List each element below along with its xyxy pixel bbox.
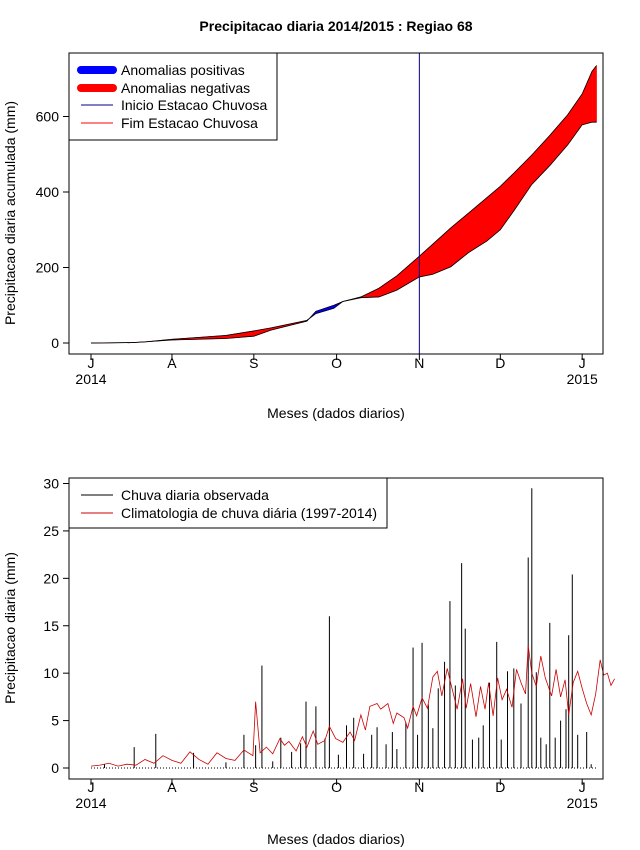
year-label: 2014: [75, 371, 106, 387]
negative-anomaly-area: [500, 172, 515, 231]
y-tick-label: 5: [51, 713, 59, 729]
chart-title: Precipitacao diaria 2014/2015 : Regiao 6…: [199, 18, 472, 34]
legend-label-season-end: Fim Estacao Chuvosa: [121, 115, 258, 131]
x-tick-label: D: [495, 355, 505, 371]
x-tick-label: J: [88, 779, 95, 795]
x-tick-label: J: [579, 355, 586, 371]
y-tick-label: 200: [36, 260, 60, 276]
negative-anomaly-area: [486, 185, 501, 242]
y-tick-label: 0: [51, 335, 59, 351]
x-tick-label: A: [167, 779, 177, 795]
y-tick-label: 0: [51, 760, 59, 776]
y-tick-label: 30: [43, 476, 59, 492]
negative-anomaly-area: [591, 64, 597, 123]
x-axis-label: Meses (dados diarios): [267, 831, 405, 847]
y-axis: 0 200 400 600: [36, 109, 70, 351]
y-axis-label: Precipitacao diaria acumulada (mm): [2, 101, 18, 325]
observed-accumulated-line: [90, 121, 597, 344]
legend-label-season-start: Inicio Estacao Chuvosa: [121, 97, 268, 113]
legend-label-positive: Anomalias positivas: [121, 62, 245, 78]
accumulated-plot-area: [90, 53, 597, 354]
legend-label-negative: Anomalias negativas: [121, 80, 250, 96]
year-label: 2015: [567, 371, 598, 387]
x-tick-label: A: [167, 355, 177, 371]
x-tick-label: J: [88, 355, 95, 371]
legend: Chuva diaria observada Climatologia de c…: [68, 477, 388, 529]
x-tick-label: D: [495, 779, 505, 795]
negative-anomaly-area: [450, 212, 470, 268]
negative-anomaly-area: [432, 227, 452, 275]
y-tick-label: 600: [36, 109, 60, 125]
climatology-accumulated-line: [90, 65, 597, 344]
y-axis: 0 5 10 15 20 25 30: [43, 476, 70, 776]
y-tick-label: 25: [43, 523, 59, 539]
x-tick-label: N: [414, 779, 424, 795]
y-tick-label: 400: [36, 184, 60, 200]
legend-box: [68, 477, 388, 529]
x-tick-label: O: [331, 355, 342, 371]
y-tick-label: 20: [43, 570, 59, 586]
negative-anomaly-area: [513, 154, 533, 212]
accumulated-chart: Precipitacao diaria 2014/2015 : Regiao 6…: [2, 18, 604, 421]
x-tick-label: J: [579, 779, 586, 795]
x-tick-label: S: [249, 355, 258, 371]
negative-anomaly-area: [468, 197, 488, 253]
daily-plot-area: [90, 488, 615, 769]
year-label: 2015: [567, 795, 598, 811]
y-tick-label: 10: [43, 665, 59, 681]
negative-anomaly-area: [567, 93, 583, 146]
x-tick-label: S: [249, 779, 258, 795]
x-tick-label: N: [414, 355, 424, 371]
legend: Anomalias positivas Anomalias negativas …: [68, 52, 278, 141]
negative-anomaly-area: [419, 243, 434, 278]
negative-anomaly-area: [549, 113, 569, 167]
y-tick-label: 15: [43, 618, 59, 634]
y-axis-label: Precipitacao diaria (mm): [2, 552, 18, 704]
year-label: 2014: [75, 795, 106, 811]
x-axis-label: Meses (dados diarios): [267, 405, 405, 421]
negative-anomaly-area: [531, 134, 551, 186]
negative-anomaly-area: [581, 71, 593, 126]
climatology-daily-line: [90, 645, 615, 767]
legend-label-climatology: Climatologia de chuva diária (1997-2014): [121, 505, 377, 521]
x-tick-label: O: [331, 779, 342, 795]
legend-label-observed: Chuva diaria observada: [121, 487, 269, 503]
